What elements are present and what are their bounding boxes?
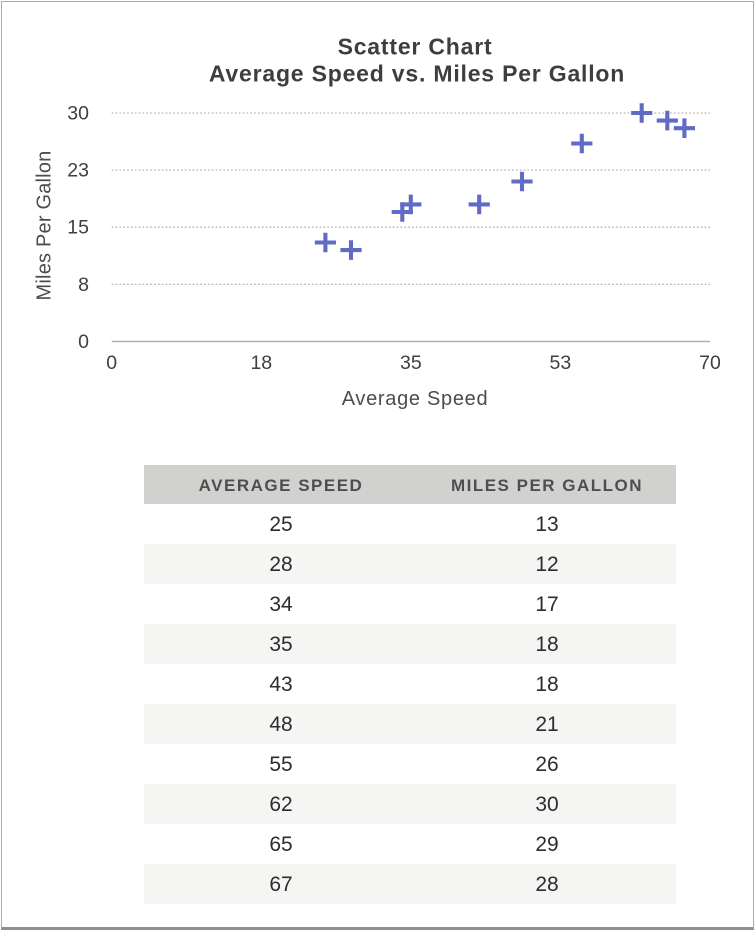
- svg-text:35: 35: [400, 352, 422, 374]
- svg-text:18: 18: [250, 352, 272, 374]
- svg-text:53: 53: [550, 352, 572, 374]
- svg-text:0: 0: [106, 352, 117, 374]
- svg-text:30: 30: [67, 103, 89, 125]
- svg-text:8: 8: [78, 274, 89, 296]
- svg-text:Miles Per Gallon: Miles Per Gallon: [34, 151, 56, 301]
- svg-text:15: 15: [67, 217, 89, 239]
- svg-text:Average Speed: Average Speed: [342, 388, 489, 410]
- svg-text:0: 0: [78, 331, 89, 353]
- svg-text:70: 70: [699, 352, 721, 374]
- svg-text:Average Speed vs. Miles Per Ga: Average Speed vs. Miles Per Gallon: [209, 61, 625, 87]
- svg-text:Scatter Chart: Scatter Chart: [338, 34, 493, 60]
- svg-text:23: 23: [67, 160, 89, 182]
